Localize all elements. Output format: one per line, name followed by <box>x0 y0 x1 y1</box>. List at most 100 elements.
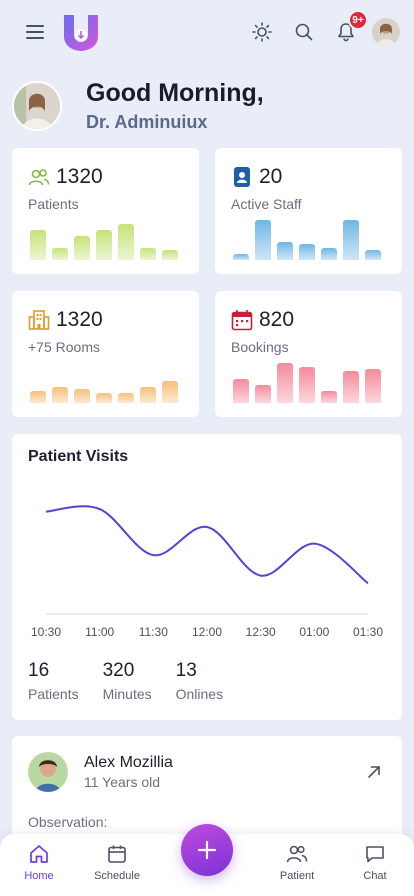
greeting-section: Good Morning, Dr. Adminuiux <box>12 78 402 134</box>
stat-bar <box>52 387 68 403</box>
doctor-name: Dr. Adminuiux <box>86 112 208 132</box>
nav-item-home[interactable]: Home <box>0 834 78 896</box>
stat-bar <box>30 391 46 403</box>
stat-bar <box>343 371 359 403</box>
stat-bar <box>118 393 134 403</box>
nav-item-chat[interactable]: Chat <box>336 834 414 896</box>
x-tick-label: 10:30 <box>31 625 61 639</box>
stat-bars <box>233 363 387 403</box>
nav-label: Chat <box>363 870 387 882</box>
stat-bar <box>233 379 249 403</box>
visits-stat: 16 Patients <box>28 660 79 702</box>
stat-label: +75 Rooms <box>28 339 100 355</box>
visits-title: Patient Visits <box>28 448 129 465</box>
open-patient-button[interactable] <box>362 760 386 784</box>
stat-value: 820 <box>259 308 295 331</box>
users-icon <box>286 845 308 863</box>
patient-name: Alex Mozillia <box>84 754 173 771</box>
stat-bar <box>74 236 90 260</box>
nav-label: Patient <box>279 870 315 882</box>
stat-bar <box>140 387 156 403</box>
stat-card-patients[interactable]: 1320 Patients <box>12 148 199 274</box>
stat-bar <box>255 220 271 260</box>
calendar-icon <box>108 845 126 863</box>
greeting-title: Good Morning, <box>86 79 264 107</box>
stat-bar <box>140 248 156 260</box>
visits-stat: 320 Minutes <box>103 660 152 702</box>
building-icon <box>28 310 50 330</box>
nav-label: Schedule <box>94 870 140 882</box>
visits-line <box>45 505 369 585</box>
stat-bar <box>96 230 112 260</box>
search-icon <box>295 23 313 41</box>
visits-stat-label: Minutes <box>102 686 152 702</box>
stat-bar <box>74 389 90 403</box>
notifications-button[interactable]: 9+ <box>328 10 368 50</box>
x-tick-label: 12:00 <box>192 625 222 639</box>
chat-icon <box>366 846 384 863</box>
stat-card-staff[interactable]: 20 Active Staff <box>215 148 402 274</box>
stat-bar <box>321 248 337 260</box>
search-button[interactable] <box>286 14 322 50</box>
visits-stat-value: 13 <box>175 660 197 681</box>
stat-value: 1320 <box>56 165 103 188</box>
add-button[interactable] <box>181 824 233 876</box>
visits-stat-label: Patients <box>28 686 79 702</box>
nav-item-patient[interactable]: Patient <box>258 834 336 896</box>
home-icon <box>30 845 48 863</box>
patient-age: 11 Years old <box>84 774 161 790</box>
top-bar: 9+ <box>0 0 414 64</box>
x-tick-label: 01:00 <box>299 625 329 639</box>
patient-visits-card: Patient Visits 10:30 11:00 11:30 12:00 12:30… <box>12 434 402 720</box>
stat-bars <box>30 220 184 260</box>
menu-button[interactable] <box>18 15 52 49</box>
id-badge-icon <box>234 167 250 187</box>
stat-bar <box>365 369 381 403</box>
user-avatar[interactable] <box>372 18 400 46</box>
stat-bar <box>277 242 293 260</box>
visits-stat: 13 Onlines <box>176 660 223 702</box>
patient-avatar <box>28 752 68 792</box>
stat-value: 20 <box>259 165 283 188</box>
x-tick-label: 12:30 <box>246 625 276 639</box>
stat-bar <box>52 248 68 260</box>
stat-card-bookings[interactable]: 820 Bookings <box>215 291 402 417</box>
x-tick-label: 11:00 <box>85 625 114 639</box>
plus-icon <box>197 840 217 860</box>
stat-label: Bookings <box>231 339 289 355</box>
stat-bar <box>96 393 112 403</box>
sun-icon <box>252 22 272 42</box>
x-tick-label: 11:30 <box>139 625 168 639</box>
stat-bar <box>277 363 293 403</box>
nav-label: Home <box>24 870 54 882</box>
users-icon <box>28 169 50 186</box>
theme-toggle-button[interactable] <box>244 14 280 50</box>
stat-bar <box>299 244 315 260</box>
stat-bar <box>162 250 178 260</box>
stat-bar <box>299 367 315 403</box>
stat-card-rooms[interactable]: 1320 +75 Rooms <box>12 291 199 417</box>
stat-bar <box>321 391 337 403</box>
app-logo[interactable] <box>62 13 100 51</box>
stat-bar <box>233 254 249 260</box>
visits-stat-label: Onlines <box>175 686 224 702</box>
x-tick-label: 01:30 <box>353 625 383 639</box>
stat-bar <box>255 385 271 403</box>
visits-stat-value: 16 <box>28 660 50 681</box>
patient-visits-chart: 10:30 11:00 11:30 12:00 12:30 01:00 01:30 <box>31 505 383 639</box>
menu-icon <box>26 25 44 39</box>
visits-stat-value: 320 <box>102 660 135 681</box>
arrow-up-right-icon <box>368 766 380 778</box>
calendar-icon <box>231 310 253 331</box>
nav-item-schedule[interactable]: Schedule <box>78 834 156 896</box>
stat-bar <box>30 230 46 260</box>
stat-label: Active Staff <box>231 196 302 212</box>
visits-summary: 16 Patients 320 Minutes 13 Onlines <box>28 660 247 702</box>
stat-value: 1320 <box>56 308 103 331</box>
observation-label: Observation: <box>28 814 108 830</box>
stat-label: Patients <box>28 196 79 212</box>
doctor-avatar[interactable] <box>12 81 62 131</box>
stat-bar <box>162 381 178 403</box>
stat-bar <box>118 224 134 260</box>
notification-badge: 9+ <box>348 10 368 30</box>
